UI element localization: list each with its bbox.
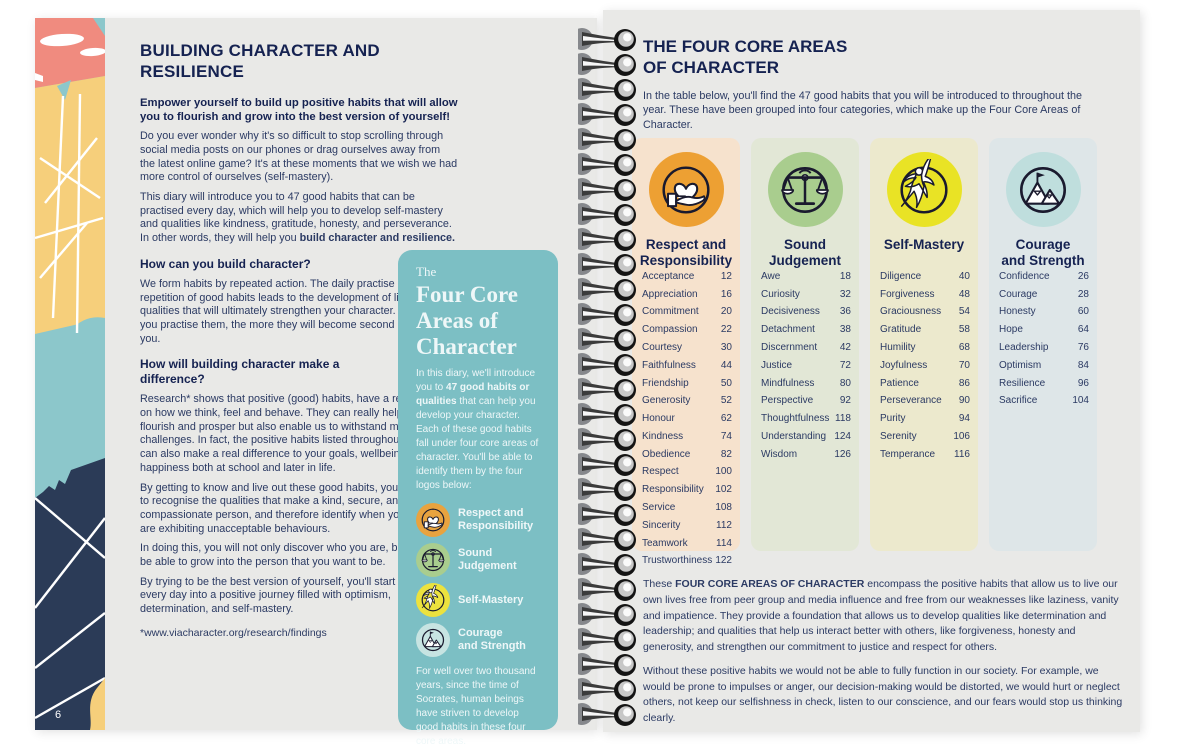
svg-text:6: 6 [55,709,61,721]
